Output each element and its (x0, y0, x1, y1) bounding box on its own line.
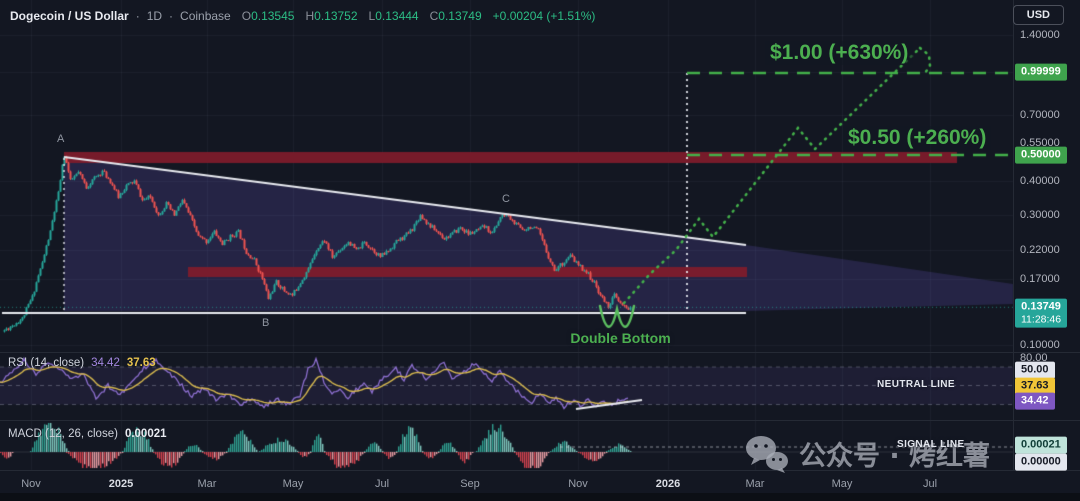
price-change: +0.00204 (+1.51%) (492, 9, 596, 23)
rsi-ma-value: 37.63 (126, 357, 156, 369)
ohlc-open: O0.13545 (241, 9, 295, 23)
rsi-pane-title[interactable]: RSI (14, close) 34.42 37.63 (8, 357, 156, 369)
watermark-text: 公众号 · 烤红薯 (799, 441, 991, 472)
rsi-value: 34.42 (91, 357, 120, 369)
time-label: May (831, 478, 853, 490)
time-label: Nov (568, 478, 588, 490)
ohlc-high: H0.13752 (305, 9, 358, 23)
time-label: 2026 (655, 478, 681, 490)
time-axis-divider (0, 470, 1080, 471)
price-axis-tick: 1.40000 (1020, 29, 1060, 41)
price-axis-tick: 0.17000 (1020, 273, 1060, 285)
time-label: Mar (745, 478, 765, 490)
wechat-icon (746, 435, 788, 473)
neutral-line-label[interactable]: NEUTRAL LINE (877, 379, 955, 390)
time-label: Jul (374, 478, 390, 490)
pane-divider-macd[interactable] (0, 420, 1080, 421)
bottom-edge (0, 493, 1080, 501)
ohlc-low: L0.13444 (368, 9, 419, 23)
point-c-label: C (502, 193, 510, 205)
symbol-title[interactable]: Dogecoin / US Dollar (10, 9, 129, 23)
watermark: 公众号 · 烤红薯 (744, 434, 990, 473)
rsi-axis-tick: 80.00 (1020, 352, 1048, 364)
price-axis-tick: 0.22000 (1020, 244, 1060, 256)
price-axis-badge: 0.99999 (1015, 63, 1067, 81)
macd-axis-badge: 0.00000 (1015, 453, 1067, 471)
time-label: Sep (460, 478, 480, 490)
signal-line-label[interactable]: SIGNAL LINE (897, 439, 965, 450)
macd-pane-title[interactable]: MACD (12, 26, close) 0.00021 (8, 428, 167, 440)
time-label: May (282, 478, 304, 490)
time-label: 2025 (108, 478, 134, 490)
point-b-label: B (262, 317, 270, 329)
point-a-label: A (57, 133, 65, 145)
time-label: Jul (922, 478, 938, 490)
timeframe[interactable]: 1D (146, 9, 163, 23)
double-bottom-label[interactable]: Double Bottom (570, 330, 671, 346)
price-axis-tick: 0.10000 (1020, 339, 1060, 351)
time-label: Mar (197, 478, 217, 490)
time-label: Nov (21, 478, 41, 490)
price-axis-tick: 0.40000 (1020, 175, 1060, 187)
macd-value: 0.00021 (124, 428, 167, 440)
time-scale[interactable] (0, 470, 1013, 493)
rsi-axis-badge: 34.42 (1015, 392, 1055, 410)
macd-axis-badge: 0.00021 (1015, 436, 1067, 454)
price-target-1-label[interactable]: $1.00 (+630%) (765, 41, 914, 65)
price-axis-tick: 0.30000 (1020, 209, 1060, 221)
price-axis-tick: 0.55000 (1020, 137, 1060, 149)
price-axis-badge: 0.50000 (1015, 146, 1067, 164)
pane-divider-rsi[interactable] (0, 352, 1080, 353)
price-axis-badge: 0.13749 11:28:46 (1015, 298, 1068, 328)
price-axis-tick: 0.70000 (1020, 109, 1060, 121)
price-target-2-label[interactable]: $0.50 (+260%) (843, 126, 992, 150)
price-axis-divider (1013, 0, 1014, 470)
rsi-axis-badge: 37.63 (1015, 377, 1055, 395)
symbol-header: Dogecoin / US Dollar · 1D · Coinbase O0.… (10, 9, 596, 23)
rsi-axis-badge: 50.00 (1015, 361, 1055, 379)
currency-button[interactable]: USD (1012, 5, 1064, 25)
ohlc-close: C0.13749 (429, 9, 482, 23)
exchange[interactable]: Coinbase (180, 9, 231, 23)
